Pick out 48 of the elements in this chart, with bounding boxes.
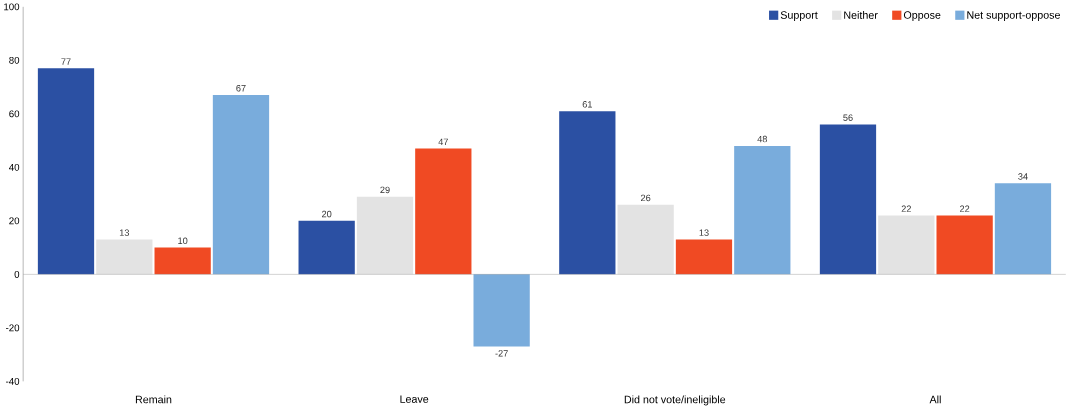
data-label: 13 [699,229,709,237]
bar [559,111,616,275]
legend-label: Oppose [903,11,941,22]
data-label: 20 [322,210,332,218]
bar [212,95,270,275]
bar [994,183,1052,275]
y-tick-label: 0 [14,270,20,278]
data-label: 26 [641,194,651,202]
data-label: -27 [495,350,508,357]
x-tick-label: Remain [135,395,172,404]
data-label: 29 [380,186,390,194]
data-label: 22 [901,205,911,212]
bar [936,215,993,275]
bar [473,274,530,347]
data-label: 13 [119,229,130,237]
data-label: 10 [178,237,188,245]
y-tick-label: -40 [5,377,20,385]
legend-label: Support [780,11,818,22]
legend-label: Net support-oppose [967,11,1060,21]
bar [356,196,414,275]
data-label: 34 [1018,173,1028,180]
bar [298,220,355,275]
bar [415,148,472,275]
data-label: 56 [843,114,853,122]
y-tick-label: 40 [9,163,20,171]
bar [154,247,211,275]
bar [734,146,791,275]
y-tick-label: 80 [9,56,20,64]
legend-label: Neither [844,11,878,20]
x-tick-label: Did not vote/ineligible [624,395,726,406]
data-label: 48 [757,135,767,143]
x-tick-label: All [929,395,941,404]
data-label: 77 [61,58,71,65]
bar [37,68,95,275]
x-tick-label: Leave [400,395,429,403]
bar [617,204,674,275]
y-tick-label: 20 [9,217,20,225]
bar [819,124,877,275]
y-tick-label: 100 [4,3,20,11]
bar [878,215,935,275]
data-label: 61 [582,101,592,108]
bar [96,239,153,275]
y-tick-label: 60 [9,110,20,118]
data-label: 22 [960,205,970,212]
data-label: 47 [438,138,448,146]
y-tick-label: -20 [5,324,20,332]
bar [675,239,733,275]
data-label: 67 [236,85,246,92]
